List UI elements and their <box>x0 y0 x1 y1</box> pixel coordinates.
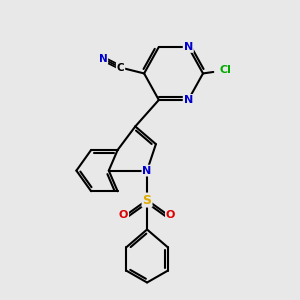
Text: N: N <box>142 166 152 176</box>
Text: O: O <box>166 210 175 220</box>
Text: Cl: Cl <box>219 65 231 76</box>
Text: N: N <box>98 54 107 64</box>
Text: N: N <box>184 95 193 105</box>
Text: O: O <box>119 210 128 220</box>
Text: S: S <box>142 194 152 207</box>
Text: N: N <box>184 42 193 52</box>
Text: C: C <box>117 63 124 73</box>
